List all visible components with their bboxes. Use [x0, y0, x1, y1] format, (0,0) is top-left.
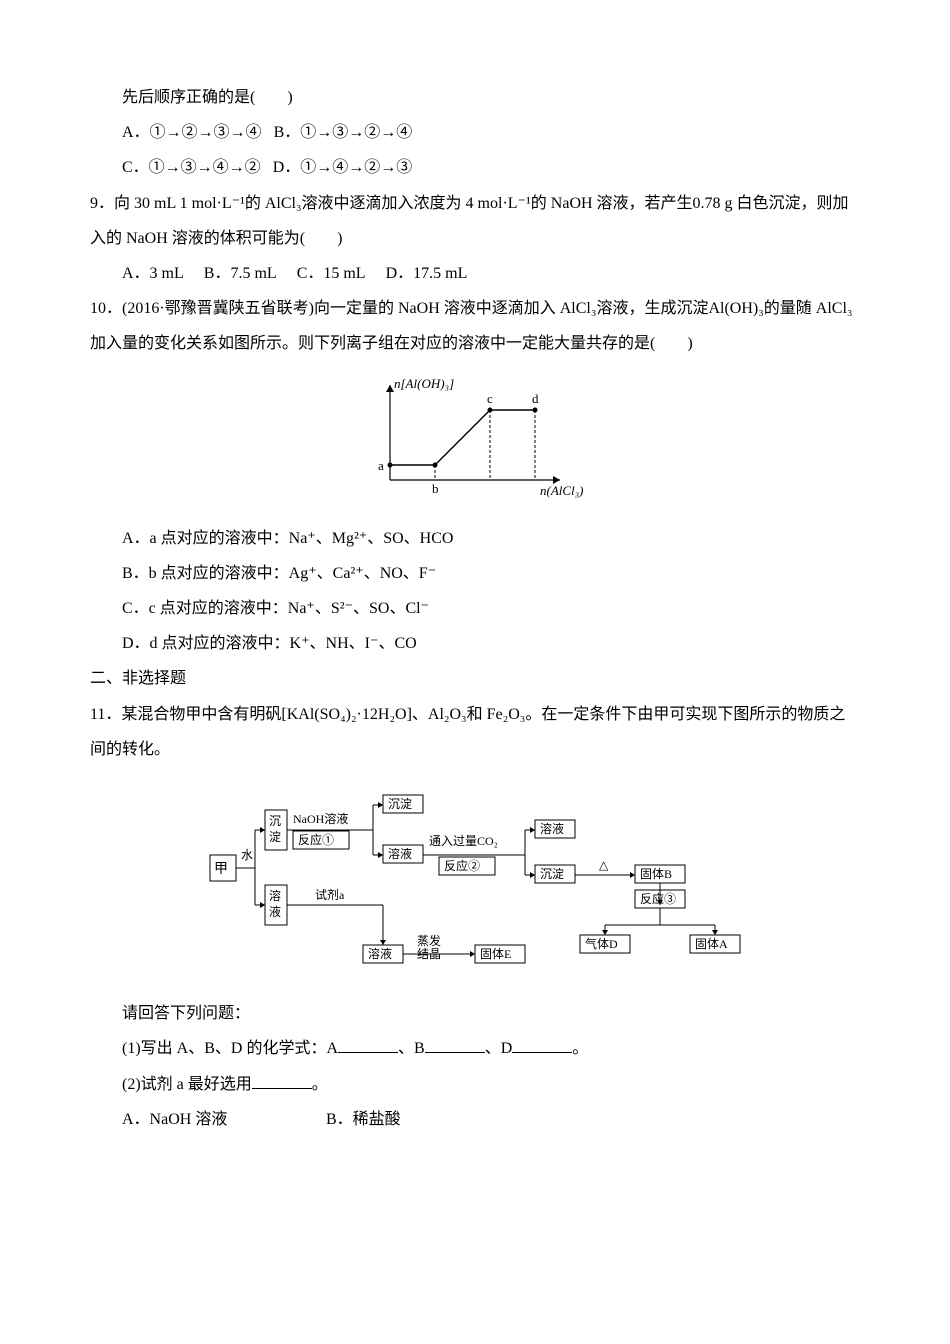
q11-sub2-pre: (1)写出 A、B、D 的化学式：A	[122, 1040, 338, 1057]
blank-d[interactable]	[512, 1036, 572, 1053]
svg-text:沉: 沉	[269, 814, 281, 828]
q11-sub3: (2)试剂 a 最好选用 。	[90, 1067, 860, 1102]
q11-flowchart: 甲 水 沉 淀 溶 液 NaOH溶液 反应① 沉淀 溶液 通入过量CO₂	[90, 775, 860, 988]
q11-options: A．NaOH 溶液 B．稀盐酸	[90, 1102, 860, 1137]
svg-text:甲: 甲	[214, 862, 228, 877]
q11-sub3-pre: (2)试剂 a 最好选用	[122, 1076, 252, 1093]
svg-text:蒸发: 蒸发	[417, 933, 441, 948]
svg-text:结晶: 结晶	[417, 947, 441, 961]
svg-text:溶液: 溶液	[368, 946, 392, 961]
blank-b[interactable]	[425, 1036, 485, 1053]
svg-text:淀: 淀	[269, 830, 281, 844]
q10-stem: 10．(2016·鄂豫晋冀陕五省联考)向一定量的 NaOH 溶液中逐滴加入 Al…	[90, 291, 860, 361]
q11-sub1: 请回答下列问题：	[90, 996, 860, 1031]
q8-options-row1: A．①→②→③→④ B．①→③→②→④	[90, 115, 860, 150]
q10-point-d: d	[532, 391, 539, 406]
q10-graph: n[Al(OH)₃] n(AlCl₃) a b c d	[90, 370, 860, 513]
q10-point-b: b	[432, 481, 439, 496]
q11-opt-b: B．稀盐酸	[326, 1111, 401, 1128]
q9-opt-c: C．15 mL	[297, 265, 366, 282]
q9-opt-b: B．7.5 mL	[204, 265, 277, 282]
svg-text:溶: 溶	[269, 888, 281, 903]
svg-text:NaOH溶液: NaOH溶液	[293, 811, 348, 826]
svg-text:溶液: 溶液	[540, 821, 564, 836]
svg-text:沉淀: 沉淀	[388, 797, 412, 811]
q11-sub2: (1)写出 A、B、D 的化学式：A 、B 、D 。	[90, 1031, 860, 1066]
q8-opt-d: D．①→④→②→③	[273, 159, 413, 176]
q10-point-a: a	[378, 458, 384, 473]
q8-opt-c: C．①→③→④→②	[122, 159, 261, 176]
svg-text:水: 水	[241, 848, 253, 862]
svg-text:反应②: 反应②	[444, 858, 480, 873]
q11-sub2-mid2: 、D	[485, 1040, 513, 1057]
q11-sub2-end: 。	[572, 1040, 588, 1057]
q11-stem: 11．某混合物甲中含有明矾[KAl(SO₄)₂·12H₂O]、Al₂O₃和 Fe…	[90, 697, 860, 767]
q10-opt-c: C．c 点对应的溶液中：Na⁺、S²⁻、SO、Cl⁻	[90, 591, 860, 626]
q8-options-row2: C．①→③→④→② D．①→④→②→③	[90, 150, 860, 185]
svg-text:试剂a: 试剂a	[315, 887, 345, 902]
q11-sub3-end: 。	[312, 1076, 328, 1093]
q9-stem: 9．向 30 mL 1 mol·L⁻¹的 AlCl₃溶液中逐滴加入浓度为 4 m…	[90, 186, 860, 256]
q10-opt-d: D．d 点对应的溶液中：K⁺、NH、I⁻、CO	[90, 626, 860, 661]
svg-text:沉淀: 沉淀	[540, 867, 564, 881]
q10-ylabel: n[Al(OH)₃]	[394, 376, 454, 391]
q10-opt-a: A．a 点对应的溶液中：Na⁺、Mg²⁺、SO、HCO	[90, 521, 860, 556]
q11-sub2-mid1: 、B	[398, 1040, 425, 1057]
q9-opt-d: D．17.5 mL	[386, 265, 468, 282]
svg-text:△: △	[599, 858, 609, 872]
svg-text:固体A: 固体A	[695, 937, 728, 951]
section2-heading: 二、非选择题	[90, 661, 860, 696]
q8-opt-b: B．①→③→②→④	[274, 124, 413, 141]
q9-options: A．3 mL B．7.5 mL C．15 mL D．17.5 mL	[90, 256, 860, 291]
q10-point-c: c	[487, 391, 493, 406]
blank-a[interactable]	[338, 1036, 398, 1053]
svg-text:反应①: 反应①	[298, 832, 334, 847]
q8-stem-tail: 先后顺序正确的是( )	[90, 80, 860, 115]
svg-text:反应③: 反应③	[640, 891, 676, 906]
q9-opt-a: A．3 mL	[122, 265, 184, 282]
svg-text:气体D: 气体D	[585, 936, 618, 951]
q11-opt-a: A．NaOH 溶液	[122, 1102, 322, 1137]
svg-text:通入过量CO₂: 通入过量CO₂	[429, 834, 498, 848]
svg-text:溶液: 溶液	[388, 846, 412, 861]
svg-text:固体B: 固体B	[640, 867, 672, 881]
q10-xlabel: n(AlCl₃)	[540, 483, 584, 498]
q8-opt-a: A．①→②→③→④	[122, 124, 262, 141]
blank-reagent[interactable]	[252, 1072, 312, 1089]
svg-text:液: 液	[269, 904, 281, 919]
q10-opt-b: B．b 点对应的溶液中：Ag⁺、Ca²⁺、NO、F⁻	[90, 556, 860, 591]
svg-text:固体E: 固体E	[480, 947, 511, 961]
